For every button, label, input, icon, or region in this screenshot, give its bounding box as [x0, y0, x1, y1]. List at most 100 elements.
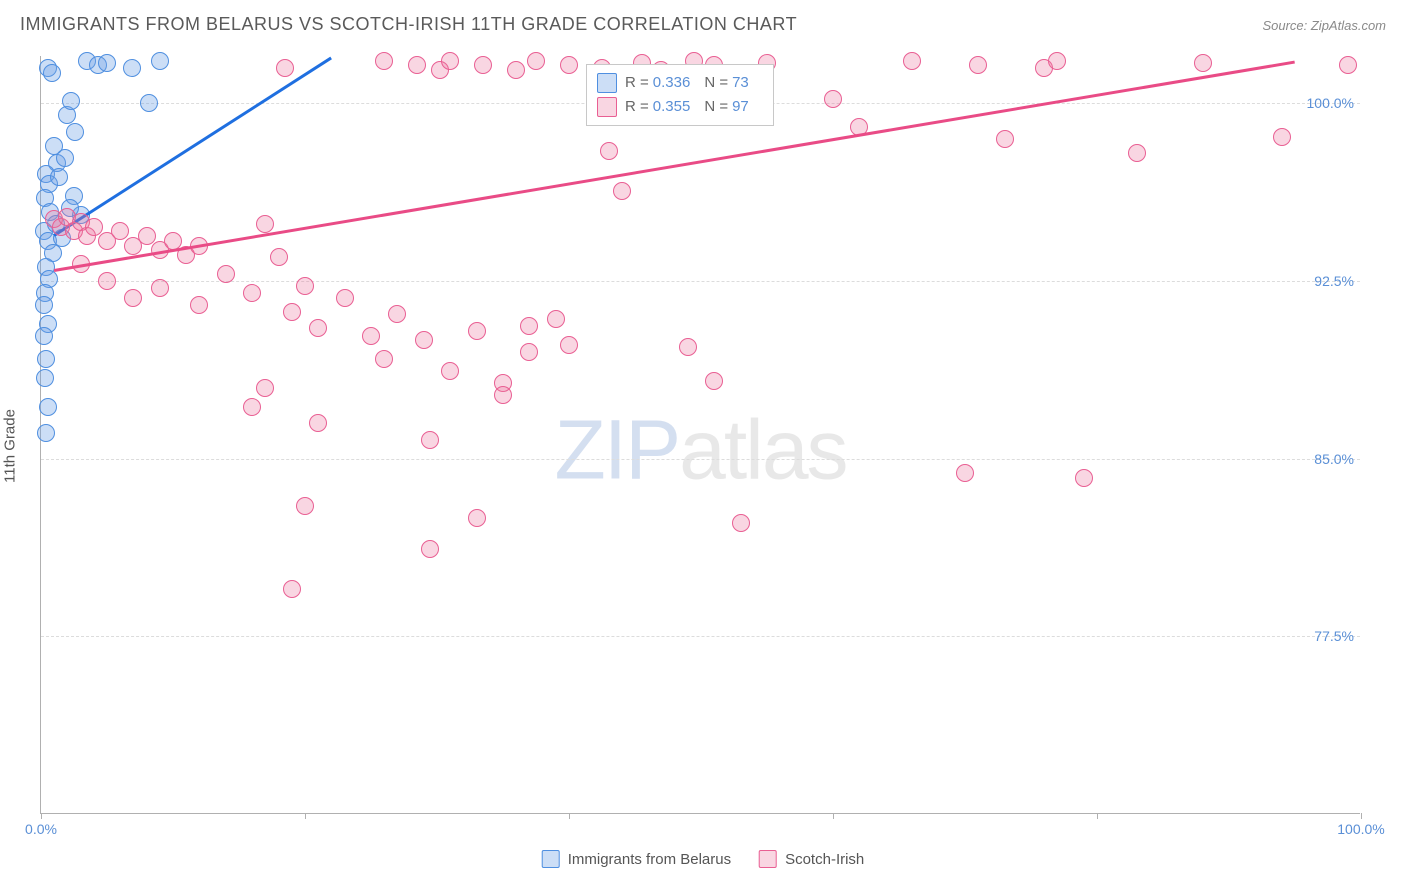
data-point [66, 123, 84, 141]
legend-swatch-belarus [542, 850, 560, 868]
data-point [151, 279, 169, 297]
stats-legend-row: R =0.336N =73 [597, 71, 763, 95]
data-point [283, 303, 301, 321]
data-point [1128, 144, 1146, 162]
data-point [1075, 469, 1093, 487]
data-point [421, 431, 439, 449]
data-point [140, 94, 158, 112]
xtick-mark [569, 813, 570, 819]
data-point [138, 227, 156, 245]
xtick-mark [305, 813, 306, 819]
watermark-zip: ZIP [554, 402, 679, 496]
data-point [123, 59, 141, 77]
stats-text: R =0.336N =73 [625, 71, 763, 95]
data-point [309, 414, 327, 432]
data-point [547, 310, 565, 328]
chart-header: IMMIGRANTS FROM BELARUS VS SCOTCH-IRISH … [20, 14, 1386, 35]
ytick-label: 100.0% [1307, 95, 1354, 111]
data-point [309, 319, 327, 337]
data-point [679, 338, 697, 356]
stats-text: R =0.355N =97 [625, 95, 763, 119]
data-point [421, 540, 439, 558]
data-point [283, 580, 301, 598]
xtick-mark [833, 813, 834, 819]
data-point [1339, 56, 1357, 74]
data-point [243, 398, 261, 416]
ytick-label: 92.5% [1314, 273, 1354, 289]
gridline [41, 636, 1360, 637]
data-point [468, 509, 486, 527]
legend-label-scotch-irish: Scotch-Irish [785, 851, 864, 868]
data-point [36, 369, 54, 387]
gridline [41, 459, 1360, 460]
data-point [824, 90, 842, 108]
legend-item-scotch-irish: Scotch-Irish [759, 850, 864, 868]
data-point [37, 350, 55, 368]
data-point [256, 215, 274, 233]
stats-swatch [597, 73, 617, 93]
data-point [468, 322, 486, 340]
data-point [362, 327, 380, 345]
series-legend: Immigrants from Belarus Scotch-Irish [530, 850, 877, 868]
legend-item-belarus: Immigrants from Belarus [542, 850, 731, 868]
xtick-mark [1097, 813, 1098, 819]
data-point [39, 398, 57, 416]
data-point [375, 350, 393, 368]
data-point [408, 56, 426, 74]
data-point [37, 424, 55, 442]
data-point [1273, 128, 1291, 146]
data-point [527, 52, 545, 70]
gridline [41, 281, 1360, 282]
data-point [903, 52, 921, 70]
data-point [151, 52, 169, 70]
data-point [969, 56, 987, 74]
data-point [494, 386, 512, 404]
data-point [956, 464, 974, 482]
data-point [243, 284, 261, 302]
data-point [124, 289, 142, 307]
stats-legend-row: R =0.355N =97 [597, 95, 763, 119]
y-axis-label: 11th Grade [2, 409, 19, 483]
data-point [415, 331, 433, 349]
data-point [560, 336, 578, 354]
xtick-label: 100.0% [1337, 821, 1384, 837]
data-point [85, 218, 103, 236]
data-point [276, 59, 294, 77]
data-point [56, 149, 74, 167]
data-point [35, 296, 53, 314]
legend-swatch-scotch-irish [759, 850, 777, 868]
data-point [996, 130, 1014, 148]
xtick-mark [1361, 813, 1362, 819]
data-point [43, 64, 61, 82]
watermark-atlas: atlas [679, 402, 846, 496]
ytick-label: 85.0% [1314, 451, 1354, 467]
ytick-label: 77.5% [1314, 628, 1354, 644]
data-point [336, 289, 354, 307]
data-point [507, 61, 525, 79]
chart-source: Source: ZipAtlas.com [1262, 18, 1386, 33]
watermark: ZIPatlas [554, 401, 846, 498]
data-point [111, 222, 129, 240]
data-point [1048, 52, 1066, 70]
trend-line [54, 56, 333, 236]
data-point [560, 56, 578, 74]
data-point [256, 379, 274, 397]
data-point [613, 182, 631, 200]
data-point [441, 52, 459, 70]
data-point [270, 248, 288, 266]
data-point [98, 54, 116, 72]
data-point [98, 272, 116, 290]
stats-legend: R =0.336N =73R =0.355N =97 [586, 64, 774, 126]
stats-swatch [597, 97, 617, 117]
data-point [705, 372, 723, 390]
legend-label-belarus: Immigrants from Belarus [568, 851, 731, 868]
data-point [520, 343, 538, 361]
chart-title: IMMIGRANTS FROM BELARUS VS SCOTCH-IRISH … [20, 14, 797, 35]
data-point [732, 514, 750, 532]
data-point [388, 305, 406, 323]
data-point [375, 52, 393, 70]
xtick-mark [41, 813, 42, 819]
data-point [600, 142, 618, 160]
data-point [35, 327, 53, 345]
xtick-label: 0.0% [25, 821, 57, 837]
